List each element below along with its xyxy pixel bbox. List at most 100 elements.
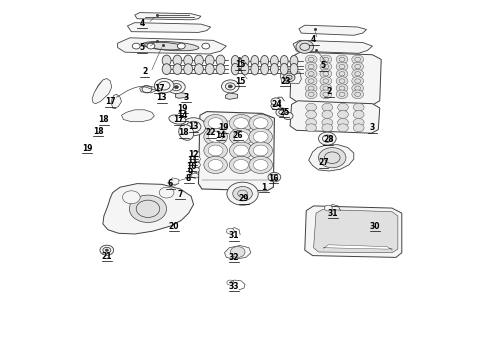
Polygon shape <box>299 25 367 35</box>
Circle shape <box>352 84 364 93</box>
Circle shape <box>100 245 114 255</box>
Circle shape <box>336 77 348 85</box>
Circle shape <box>320 90 332 99</box>
Circle shape <box>320 62 332 71</box>
Circle shape <box>234 131 248 142</box>
Text: 23: 23 <box>280 77 291 85</box>
Ellipse shape <box>216 55 225 66</box>
Polygon shape <box>225 93 238 99</box>
Text: 33: 33 <box>229 282 240 291</box>
Circle shape <box>229 142 253 159</box>
Ellipse shape <box>195 64 203 75</box>
Circle shape <box>305 84 317 93</box>
Text: 2: 2 <box>142 68 147 77</box>
Circle shape <box>329 156 335 160</box>
Circle shape <box>338 118 348 126</box>
Circle shape <box>204 156 227 174</box>
Circle shape <box>320 55 332 64</box>
Circle shape <box>147 43 155 49</box>
Text: 18: 18 <box>98 115 109 124</box>
Text: 15: 15 <box>235 77 245 85</box>
Circle shape <box>122 191 140 204</box>
Ellipse shape <box>280 55 288 67</box>
Polygon shape <box>122 110 154 122</box>
Text: 18: 18 <box>93 127 103 136</box>
Circle shape <box>320 69 332 78</box>
Circle shape <box>253 145 268 156</box>
Text: 22: 22 <box>205 128 216 137</box>
Text: 14: 14 <box>177 111 188 120</box>
Polygon shape <box>280 71 301 84</box>
Polygon shape <box>175 93 188 98</box>
Text: 4: 4 <box>311 35 316 44</box>
Polygon shape <box>140 86 156 93</box>
Ellipse shape <box>173 55 182 66</box>
Text: 5: 5 <box>321 61 326 70</box>
Polygon shape <box>309 145 354 171</box>
Polygon shape <box>305 206 402 257</box>
Ellipse shape <box>162 64 171 75</box>
Circle shape <box>208 131 223 142</box>
Text: 7: 7 <box>178 190 183 199</box>
Circle shape <box>234 145 248 156</box>
Circle shape <box>204 114 227 132</box>
Text: 27: 27 <box>318 158 329 167</box>
Circle shape <box>132 43 140 49</box>
Ellipse shape <box>270 55 278 67</box>
Polygon shape <box>103 184 194 234</box>
Circle shape <box>174 86 178 89</box>
Circle shape <box>221 80 239 93</box>
Circle shape <box>336 90 348 99</box>
Text: 17: 17 <box>105 97 116 106</box>
Circle shape <box>322 118 333 126</box>
Ellipse shape <box>261 55 269 67</box>
Text: 25: 25 <box>279 108 290 117</box>
Circle shape <box>352 62 364 71</box>
Polygon shape <box>169 178 179 185</box>
Circle shape <box>208 118 223 129</box>
Circle shape <box>271 102 281 109</box>
Circle shape <box>234 159 248 170</box>
Text: 5: 5 <box>140 43 145 52</box>
Circle shape <box>234 118 248 129</box>
Circle shape <box>143 205 153 212</box>
Circle shape <box>305 55 317 64</box>
Text: 30: 30 <box>369 222 380 231</box>
Circle shape <box>306 124 317 132</box>
Circle shape <box>305 90 317 99</box>
Circle shape <box>168 81 185 94</box>
Circle shape <box>306 103 317 111</box>
Circle shape <box>230 247 245 257</box>
Ellipse shape <box>162 55 171 66</box>
Ellipse shape <box>270 63 278 75</box>
Text: 12: 12 <box>188 150 199 158</box>
Circle shape <box>305 69 317 78</box>
Text: 28: 28 <box>323 135 334 144</box>
Circle shape <box>229 156 253 174</box>
Polygon shape <box>135 13 201 20</box>
Circle shape <box>204 142 227 159</box>
Circle shape <box>228 85 232 88</box>
Circle shape <box>194 162 200 167</box>
Ellipse shape <box>231 63 239 75</box>
Text: 32: 32 <box>229 253 240 262</box>
Text: 2: 2 <box>327 87 332 96</box>
Text: 3: 3 <box>184 93 189 102</box>
Ellipse shape <box>179 125 194 140</box>
Text: 8: 8 <box>186 174 191 183</box>
Circle shape <box>318 132 336 145</box>
Circle shape <box>181 118 206 136</box>
Text: 29: 29 <box>239 194 249 203</box>
Circle shape <box>159 187 174 198</box>
Circle shape <box>320 84 332 93</box>
Ellipse shape <box>184 55 193 66</box>
Ellipse shape <box>169 115 186 124</box>
Ellipse shape <box>251 55 259 67</box>
Circle shape <box>227 182 258 205</box>
Text: 13: 13 <box>188 122 199 131</box>
Polygon shape <box>290 52 381 104</box>
Text: 26: 26 <box>232 130 243 139</box>
Circle shape <box>154 78 174 93</box>
Circle shape <box>338 124 348 132</box>
Ellipse shape <box>195 55 203 66</box>
